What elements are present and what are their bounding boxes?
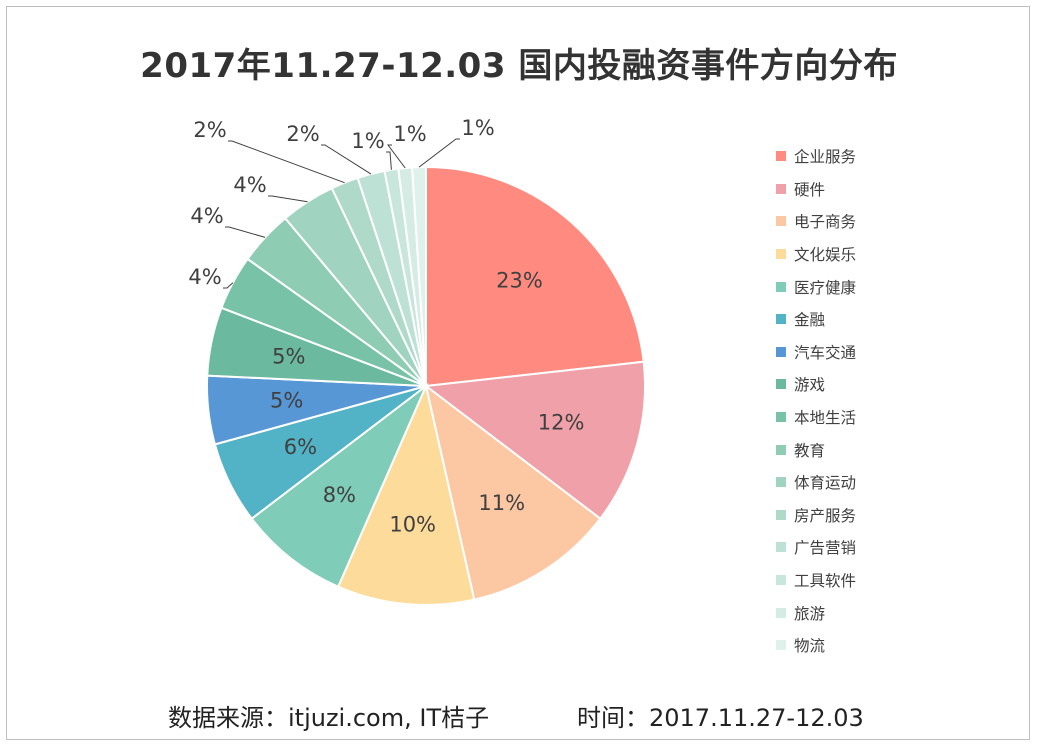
slice-data-label-3: 11%: [478, 491, 525, 515]
legend-swatch: [776, 444, 786, 455]
legend-swatch: [776, 183, 786, 194]
legend-label: 医疗健康: [794, 278, 857, 297]
chart-title: 2017年11.27-12.03 国内投融资事件方向分布: [140, 46, 898, 86]
leader-line-13: [321, 144, 372, 175]
legend-item-4: 文化娱乐: [776, 238, 946, 271]
legend-item-16: 物流: [776, 629, 946, 662]
leader-line-10: [225, 226, 266, 238]
legend-item-10: 教育: [776, 433, 946, 466]
legend-swatch: [776, 379, 786, 390]
legend-swatch: [776, 314, 786, 325]
legend-item-9: 本地生活: [776, 401, 946, 434]
legend-label: 金融: [794, 311, 826, 330]
legend-label: 体育运动: [794, 474, 857, 493]
legend-item-6: 金融: [776, 303, 946, 336]
legend-swatch: [776, 346, 786, 357]
legend-swatch: [776, 151, 786, 162]
legend-item-12: 房产服务: [776, 499, 946, 532]
pie-slice-3: [424, 383, 602, 601]
slice-data-label-6: 6%: [284, 435, 317, 459]
slice-data-label-16: 1%: [461, 116, 494, 140]
legend-swatch: [776, 509, 786, 520]
legend-swatch: [776, 542, 786, 553]
slice-data-label-10: 4%: [190, 204, 223, 228]
legend-label: 物流: [794, 637, 826, 656]
legend-item-2: 硬件: [776, 173, 946, 206]
legend-item-13: 广告营销: [776, 531, 946, 564]
legend-swatch: [776, 216, 786, 227]
legend-label: 企业服务: [794, 148, 857, 167]
leader-line-14: [386, 151, 392, 170]
legend-label: 游戏: [794, 376, 826, 395]
legend-swatch: [776, 281, 786, 292]
legend-swatch: [776, 575, 786, 586]
slice-data-label-14: 1%: [351, 129, 384, 153]
legend-swatch: [776, 607, 786, 618]
legend-label: 本地生活: [794, 409, 857, 428]
slice-data-label-15: 1%: [393, 122, 426, 146]
slice-data-label-8: 5%: [272, 344, 305, 368]
legend-item-3: 电子商务: [776, 205, 946, 238]
legend-item-7: 汽车交通: [776, 336, 946, 369]
legend-swatch: [776, 477, 786, 488]
time-range: 时间：2017.11.27-12.03: [577, 704, 864, 732]
slice-data-label-12: 2%: [193, 118, 226, 142]
slice-data-label-13: 2%: [286, 122, 319, 146]
slice-data-label-4: 10%: [389, 513, 436, 537]
legend-label: 教育: [794, 441, 826, 460]
data-source: 数据来源：itjuzi.com, IT桔子: [168, 704, 490, 732]
legend-label: 汽车交通: [794, 343, 857, 362]
legend-label: 广告营销: [794, 539, 857, 558]
pie-slice-2: [423, 360, 646, 521]
legend-item-8: 游戏: [776, 368, 946, 401]
legend-item-5: 医疗健康: [776, 270, 946, 303]
legend-item-11: 体育运动: [776, 466, 946, 499]
footer: 数据来源：itjuzi.com, IT桔子 时间：2017.11.27-12.0…: [0, 698, 1038, 738]
legend-label: 房产服务: [794, 506, 857, 525]
leader-line-16: [418, 138, 460, 168]
leader-line-12: [228, 140, 345, 184]
legend-swatch: [776, 640, 786, 651]
legend-swatch: [776, 249, 786, 260]
legend-label: 旅游: [794, 604, 826, 623]
pie-slice-1: [425, 165, 645, 388]
slice-data-label-2: 12%: [538, 410, 585, 434]
legend-item-14: 工具软件: [776, 564, 946, 597]
slice-data-label-11: 4%: [233, 173, 266, 197]
legend-label: 文化娱乐: [794, 246, 857, 265]
slice-data-label-7: 5%: [270, 389, 303, 413]
legend-label: 电子商务: [794, 213, 857, 232]
legend-swatch: [776, 412, 786, 423]
leader-line-11: [268, 195, 308, 203]
pie-slice-5: [250, 382, 429, 588]
chart-legend: 企业服务硬件电子商务文化娱乐医疗健康金融汽车交通游戏本地生活教育体育运动房产服务…: [776, 140, 946, 662]
legend-label: 工具软件: [794, 572, 857, 591]
slice-data-label-9: 4%: [188, 265, 221, 289]
slice-data-label-5: 8%: [323, 483, 356, 507]
leader-line-15: [387, 144, 406, 169]
pie-slice-16: [411, 165, 427, 387]
pie-slice-4: [336, 382, 476, 606]
slice-data-label-1: 23%: [496, 269, 543, 293]
legend-item-1: 企业服务: [776, 140, 946, 173]
legend-item-15: 旅游: [776, 596, 946, 629]
leader-line-9: [223, 282, 234, 289]
legend-label: 硬件: [794, 180, 826, 199]
